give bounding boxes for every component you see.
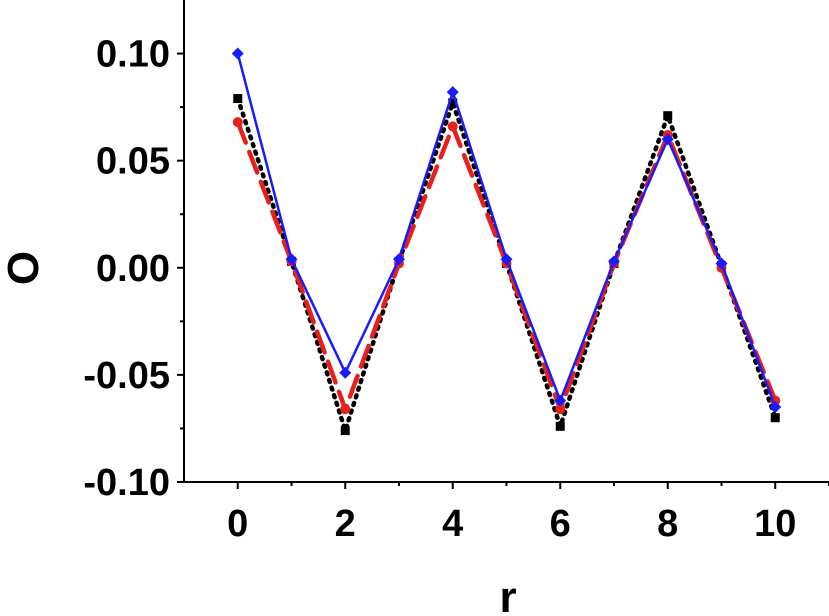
data-point-diamond (285, 253, 298, 266)
data-point-diamond (500, 253, 513, 266)
data-point-diamond (769, 401, 782, 414)
series-3-line (236, 52, 777, 409)
data-point-diamond (661, 133, 674, 146)
x-tick-label: 4 (442, 503, 463, 545)
x-axis-title: r (499, 573, 516, 616)
data-point-diamond (339, 366, 352, 379)
data-point-square (448, 98, 458, 108)
data-point-diamond (446, 86, 459, 99)
data-point-circle (232, 117, 243, 128)
data-point-circle (447, 121, 458, 132)
series-2 (232, 117, 781, 415)
data-point-diamond (393, 253, 405, 266)
y-axis-ticks: -0.10 -0.05 0.00 0.05 0.10 (83, 34, 184, 504)
x-tick-label: 8 (657, 503, 678, 545)
data-point-square (770, 413, 780, 423)
data-point-diamond (231, 47, 244, 60)
data-point-square (340, 426, 350, 436)
series-3 (231, 47, 782, 414)
y-tick-label: 0.05 (96, 141, 170, 183)
x-tick-label: 10 (754, 503, 796, 545)
y-tick-label: 0.10 (96, 34, 170, 76)
y-axis-title: O (0, 251, 48, 285)
data-point-square (663, 111, 673, 121)
x-tick-label: 0 (227, 503, 248, 545)
x-tick-label: 6 (550, 503, 571, 545)
data-point-circle (555, 404, 566, 415)
data-point-square (555, 421, 565, 431)
y-tick-label: -0.10 (83, 462, 170, 504)
data-point-diamond (715, 257, 728, 270)
data-point-circle (340, 404, 351, 415)
x-axis-ticks: 0 2 4 6 8 10 (227, 482, 829, 545)
data-point-diamond (608, 255, 620, 268)
x-tick-label: 2 (335, 503, 356, 545)
data-point-diamond (554, 394, 567, 407)
y-tick-label: -0.05 (83, 355, 170, 397)
data-point-square (233, 94, 243, 104)
y-tick-label: 0.00 (96, 248, 170, 290)
series-layer (231, 47, 782, 436)
